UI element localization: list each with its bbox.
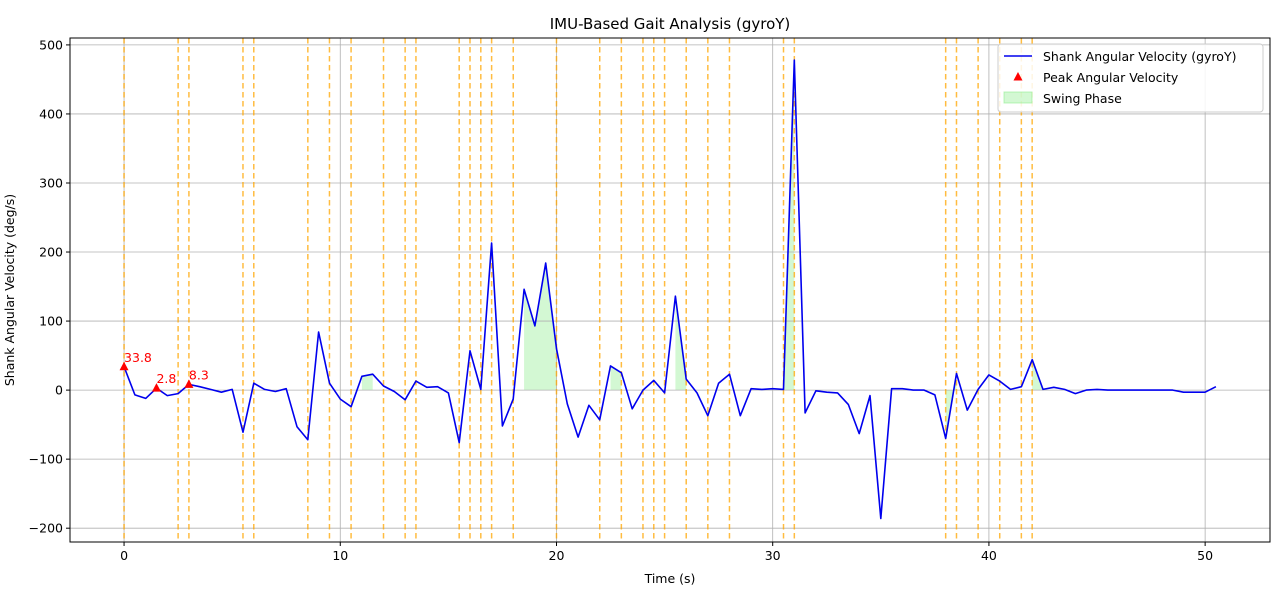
x-tick-label: 20	[549, 548, 565, 563]
legend: Shank Angular Velocity (gyroY) Peak Angu…	[997, 43, 1264, 113]
series-layer	[123, 59, 1217, 520]
peak-value-label: 2.8	[156, 371, 176, 386]
y-tick-label: 400	[39, 106, 63, 121]
peak-value-label: 8.3	[189, 367, 209, 382]
x-ticks: 0 10 20 30 40 50	[120, 542, 1213, 563]
swing-phase-fill	[524, 263, 557, 391]
legend-label-peak: Peak Angular Velocity	[1043, 70, 1179, 85]
plot-frame	[69, 37, 1271, 543]
swing-phase-fill	[361, 374, 373, 391]
y-tick-label: 300	[39, 175, 63, 190]
peak-value-label: 33.8	[124, 350, 152, 365]
y-axis-label: Shank Angular Velocity (deg/s)	[2, 194, 17, 386]
x-tick-label: 40	[981, 548, 997, 563]
x-tick-label: 0	[120, 548, 128, 563]
x-tick-label: 10	[332, 548, 348, 563]
peak-layer: 33.8 2.8 8.3	[119, 350, 209, 392]
y-tick-label: 0	[55, 383, 63, 398]
y-tick-label: −100	[29, 452, 63, 467]
swing-phase-layer	[361, 60, 1043, 439]
y-tick-label: −200	[29, 521, 63, 536]
x-tick-label: 30	[765, 548, 781, 563]
x-tick-label: 50	[1197, 548, 1213, 563]
legend-peak-swatch	[1013, 72, 1023, 81]
y-tick-label: 200	[39, 245, 63, 260]
y-tick-label: 500	[39, 37, 63, 52]
peak-marker	[184, 379, 194, 388]
peak-marker	[119, 361, 129, 371]
grid-layer	[70, 38, 1270, 542]
y-tick-label: 100	[39, 314, 63, 329]
peak-marker	[151, 383, 161, 392]
x-axis-label: Time (s)	[644, 571, 696, 586]
legend-box	[997, 43, 1264, 113]
legend-swing-swatch	[1003, 91, 1033, 104]
angular-velocity-line	[123, 59, 1217, 520]
legend-label-line: Shank Angular Velocity (gyroY)	[1043, 49, 1236, 64]
legend-label-swing: Swing Phase	[1043, 91, 1122, 106]
y-ticks: −200 −100 0 100 200 300 400 500	[29, 37, 70, 536]
event-lines-layer	[123, 38, 1033, 542]
chart-title: IMU-Based Gait Analysis (gyroY)	[550, 15, 791, 33]
